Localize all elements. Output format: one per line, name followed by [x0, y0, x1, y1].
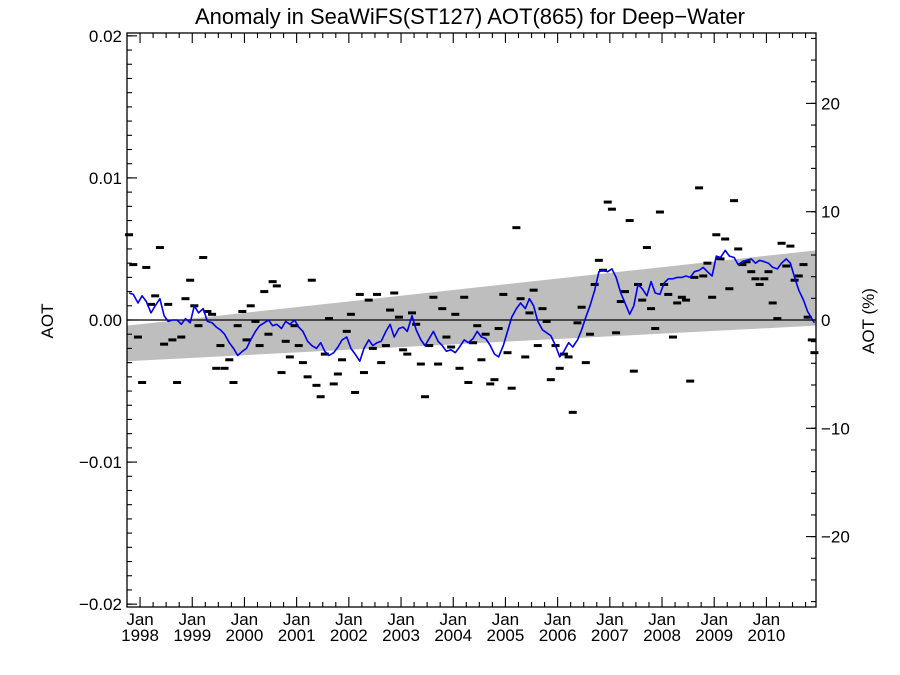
y-axis-label-right: AOT (%)	[859, 288, 878, 354]
x-tick-label-year: 1998	[121, 626, 159, 645]
y-tick-label-left: −0.01	[79, 453, 122, 472]
x-tick-label-year: 2001	[278, 626, 316, 645]
x-tick-label-year: 2009	[695, 626, 733, 645]
x-tick-label-month: Jan	[126, 610, 153, 629]
y-tick-label-right: −10	[821, 419, 850, 438]
running-mean-line	[128, 249, 816, 363]
x-tick-label-year: 2005	[487, 626, 525, 645]
x-tick-label-month: Jan	[440, 610, 467, 629]
x-tick-label-year: 2008	[643, 626, 681, 645]
y-tick-label-right: 20	[821, 94, 840, 113]
x-tick-label-year: 2003	[382, 626, 420, 645]
trend-confidence-band	[127, 250, 816, 362]
y-axis-label-left: AOT	[38, 304, 57, 339]
x-tick-label-month: Jan	[335, 610, 362, 629]
y-tick-label-left: 0.01	[89, 169, 122, 188]
running-mean-polyline	[128, 249, 816, 363]
x-tick-label-year: 2010	[747, 626, 785, 645]
x-tick-label-month: Jan	[596, 610, 623, 629]
x-tick-label-year: 2004	[434, 626, 472, 645]
x-tick-label-month: Jan	[648, 610, 675, 629]
monthly-anomaly-markers	[125, 186, 819, 414]
x-tick-label-year: 2006	[539, 626, 577, 645]
y-tick-label-right: 10	[821, 203, 840, 222]
y-tick-label-left: −0.02	[79, 595, 122, 614]
x-tick-label-year: 2002	[330, 626, 368, 645]
y-tick-label-right: −20	[821, 528, 850, 547]
x-tick-label-month: Jan	[231, 610, 258, 629]
y-tick-label-left: 0.00	[89, 311, 122, 330]
x-tick-label-year: 1999	[173, 626, 211, 645]
x-tick-label-month: Jan	[179, 610, 206, 629]
x-tick-label-month: Jan	[701, 610, 728, 629]
x-tick-label-year: 2007	[591, 626, 629, 645]
x-tick-label-month: Jan	[544, 610, 571, 629]
trend-band-polygon	[127, 250, 816, 362]
y-tick-label-left: 0.02	[89, 27, 122, 46]
chart-title: Anomaly in SeaWiFS(ST127) AOT(865) for D…	[195, 4, 745, 29]
x-tick-label-month: Jan	[492, 610, 519, 629]
x-tick-label-month: Jan	[283, 610, 310, 629]
axis-ticks: 0.020.010.00−0.01−0.0220100−10−20Jan1998…	[79, 27, 850, 645]
x-tick-label-year: 2000	[226, 626, 264, 645]
x-tick-label-month: Jan	[753, 610, 780, 629]
x-tick-label-month: Jan	[387, 610, 414, 629]
y-tick-label-right: 0	[821, 311, 830, 330]
